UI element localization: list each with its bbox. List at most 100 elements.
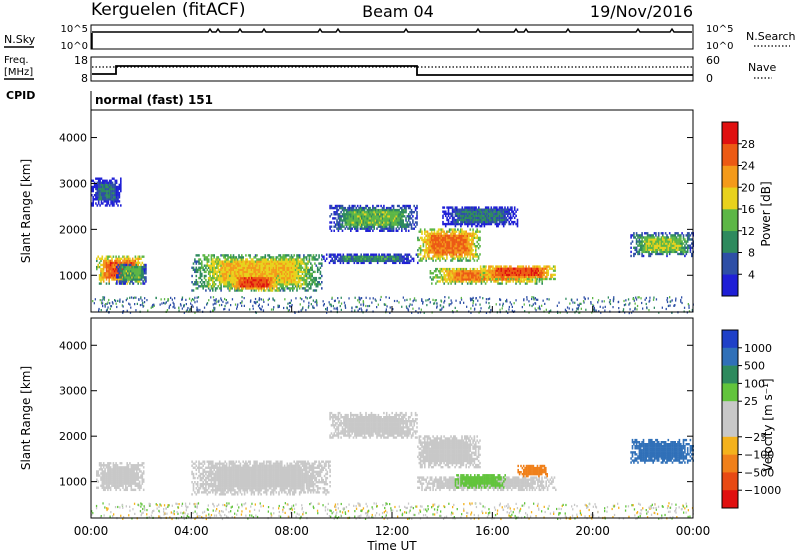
heatmap-cell — [383, 219, 385, 222]
heatmap-cell — [440, 278, 443, 281]
heatmap-cell — [286, 264, 289, 267]
heatmap-cell — [131, 263, 134, 267]
heatmap-cell — [351, 219, 353, 222]
heatmap-cell — [494, 210, 497, 213]
heatmap-cell — [455, 278, 458, 281]
heatmap-cell — [397, 259, 400, 263]
heatmap-cell — [476, 270, 479, 273]
heatmap-cell — [138, 276, 140, 279]
heatmap-cell — [443, 212, 446, 215]
heatmap-cell — [345, 213, 348, 216]
heatmap-cell — [296, 268, 298, 271]
heatmap-cell — [645, 250, 648, 254]
heatmap-cell — [387, 217, 389, 220]
heatmap-cell — [246, 281, 249, 284]
heatmap-cell — [105, 257, 108, 260]
heatmap-cell — [480, 282, 483, 285]
heatmap-cell — [412, 227, 414, 230]
heatmap-cell — [108, 274, 110, 277]
heatmap-cell — [297, 264, 300, 267]
heatmap-cell — [267, 281, 270, 284]
heatmap-cell — [298, 262, 301, 265]
heatmap-cell — [444, 225, 447, 228]
heatmap-cell — [399, 211, 402, 214]
heatmap-cell — [448, 228, 451, 231]
heatmap-cell — [131, 272, 133, 275]
heatmap-cell — [227, 268, 229, 271]
beam-label: Beam 04 — [362, 2, 434, 21]
heatmap-cell — [336, 206, 338, 210]
heatmap-cell — [374, 217, 377, 220]
heatmap-cell — [512, 267, 515, 270]
heatmap-cell — [230, 276, 232, 280]
heatmap-cell — [330, 253, 332, 256]
heatmap-cell — [442, 278, 444, 281]
heatmap-cell — [305, 272, 308, 276]
heatmap-cell — [260, 276, 263, 280]
heatmap-cell — [454, 206, 457, 209]
heatmap-cell — [263, 256, 265, 259]
heatmap-cell — [392, 221, 395, 224]
heatmap-cell — [388, 259, 390, 263]
heatmap-cell — [206, 256, 209, 259]
heatmap-cell — [143, 278, 146, 281]
heatmap-cell — [260, 283, 263, 286]
heatmap-cell — [478, 206, 480, 209]
heatmap-cell — [518, 265, 520, 268]
heatmap-cell — [630, 250, 632, 254]
heatmap-cell — [540, 269, 543, 272]
heatmap-cell — [475, 278, 477, 281]
heatmap-cell — [554, 265, 556, 268]
heatmap-cell — [395, 211, 398, 214]
heatmap-cell — [442, 210, 444, 213]
heatmap-cell — [537, 275, 540, 279]
heatmap-cell — [308, 272, 311, 276]
heatmap-cell — [502, 225, 505, 228]
heatmap-cell — [225, 268, 228, 271]
heatmap-cell — [118, 280, 121, 283]
heatmap-cell — [124, 272, 126, 275]
heatmap-cell — [231, 276, 234, 280]
heatmap-cell — [363, 208, 366, 212]
heatmap-cell — [310, 283, 312, 286]
heatmap-cell — [422, 240, 425, 244]
heatmap-cell — [113, 202, 115, 205]
heatmap-cell — [489, 269, 491, 272]
heatmap-cell — [437, 276, 440, 279]
heatmap-cell — [102, 272, 105, 275]
heatmap-cell — [341, 206, 344, 210]
heatmap-cell — [205, 258, 207, 261]
heatmap-cell — [539, 269, 541, 272]
heatmap-cell — [345, 217, 348, 220]
heatmap-cell — [247, 262, 250, 265]
heatmap-cell — [293, 287, 295, 290]
heatmap-cell — [370, 219, 373, 222]
heatmap-cell — [336, 221, 338, 224]
heatmap-cell — [642, 236, 645, 239]
heatmap-cell — [455, 230, 458, 233]
heatmap-cell — [486, 214, 488, 218]
heatmap-cell — [296, 283, 298, 286]
heatmap-cell — [432, 232, 434, 235]
heatmap-cell — [102, 189, 104, 193]
heatmap-cell — [424, 236, 426, 240]
heatmap-cell — [207, 276, 210, 280]
heatmap-cell — [235, 268, 238, 271]
heatmap-cell — [453, 222, 455, 226]
heatmap-cell — [362, 219, 364, 222]
heatmap-cell — [441, 251, 444, 254]
heatmap-cell — [228, 285, 231, 288]
heatmap-cell — [262, 278, 264, 282]
heatmap-cell — [460, 280, 462, 283]
heatmap-cell — [405, 219, 407, 222]
heatmap-cell — [379, 217, 381, 220]
heatmap-cell — [143, 267, 146, 271]
heatmap-cell — [292, 283, 294, 286]
heatmap-cell — [454, 247, 456, 250]
heatmap-cell — [304, 283, 307, 286]
heatmap-cell — [547, 271, 549, 274]
heatmap-cell — [287, 260, 290, 263]
heatmap-cell — [258, 264, 261, 267]
heatmap-cell — [205, 256, 207, 259]
heatmap-cell — [117, 267, 120, 271]
